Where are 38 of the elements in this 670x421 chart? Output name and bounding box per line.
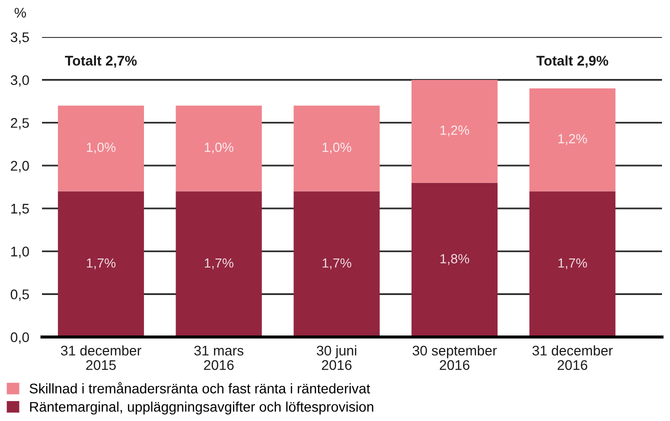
x-tick-label: 31 december 2015 — [60, 345, 142, 370]
total-label: Totalt 2,9% — [536, 55, 608, 68]
bar — [412, 80, 498, 183]
y-tick-label: 1,5 — [11, 204, 29, 216]
x-tick-label: 30 september 2016 — [412, 345, 497, 370]
bar — [412, 182, 498, 337]
data-label: 1,7% — [558, 258, 587, 270]
data-label: 1,0% — [322, 142, 352, 154]
bar — [176, 106, 262, 192]
legend-label: Räntemarginal, uppläggningsavgifter och löftesprovision — [30, 402, 374, 415]
bar — [176, 191, 262, 337]
bar — [529, 88, 616, 192]
data-label: 1,7% — [86, 258, 116, 270]
y-tick-label: 0,5 — [10, 289, 29, 301]
y-axis-title: % — [14, 8, 26, 18]
legend-label: Skillnad i tremånadersränta och fast ränta i räntederivat — [30, 382, 370, 394]
y-tick-label: 3,0 — [10, 75, 29, 87]
bar — [58, 191, 144, 337]
total-label: Totalt 2,7% — [64, 55, 137, 68]
data-label: 1,0% — [86, 142, 116, 154]
data-label: 1,2% — [558, 134, 587, 145]
y-tick-label: 2,5 — [10, 118, 29, 130]
data-label: 1,7% — [322, 258, 352, 270]
data-label: 1,2% — [440, 125, 470, 136]
data-label: 1,7% — [204, 258, 234, 270]
x-tick-label: 31 december 2016 — [532, 345, 613, 370]
x-tick-label: 30 juni 2016 — [316, 345, 356, 370]
data-label: 1,8% — [440, 254, 470, 265]
y-tick-label: 1,0 — [11, 246, 29, 258]
y-tick-label: 3,5 — [10, 32, 29, 44]
x-tick-label: 31 mars 2016 — [194, 346, 244, 370]
bar — [58, 106, 144, 192]
data-label: 1,0% — [204, 142, 234, 154]
bar — [294, 191, 380, 337]
bar — [529, 191, 616, 337]
y-tick-label: 2,0 — [10, 160, 29, 172]
y-tick-label: 0,0 — [10, 332, 29, 344]
bar — [294, 106, 380, 192]
